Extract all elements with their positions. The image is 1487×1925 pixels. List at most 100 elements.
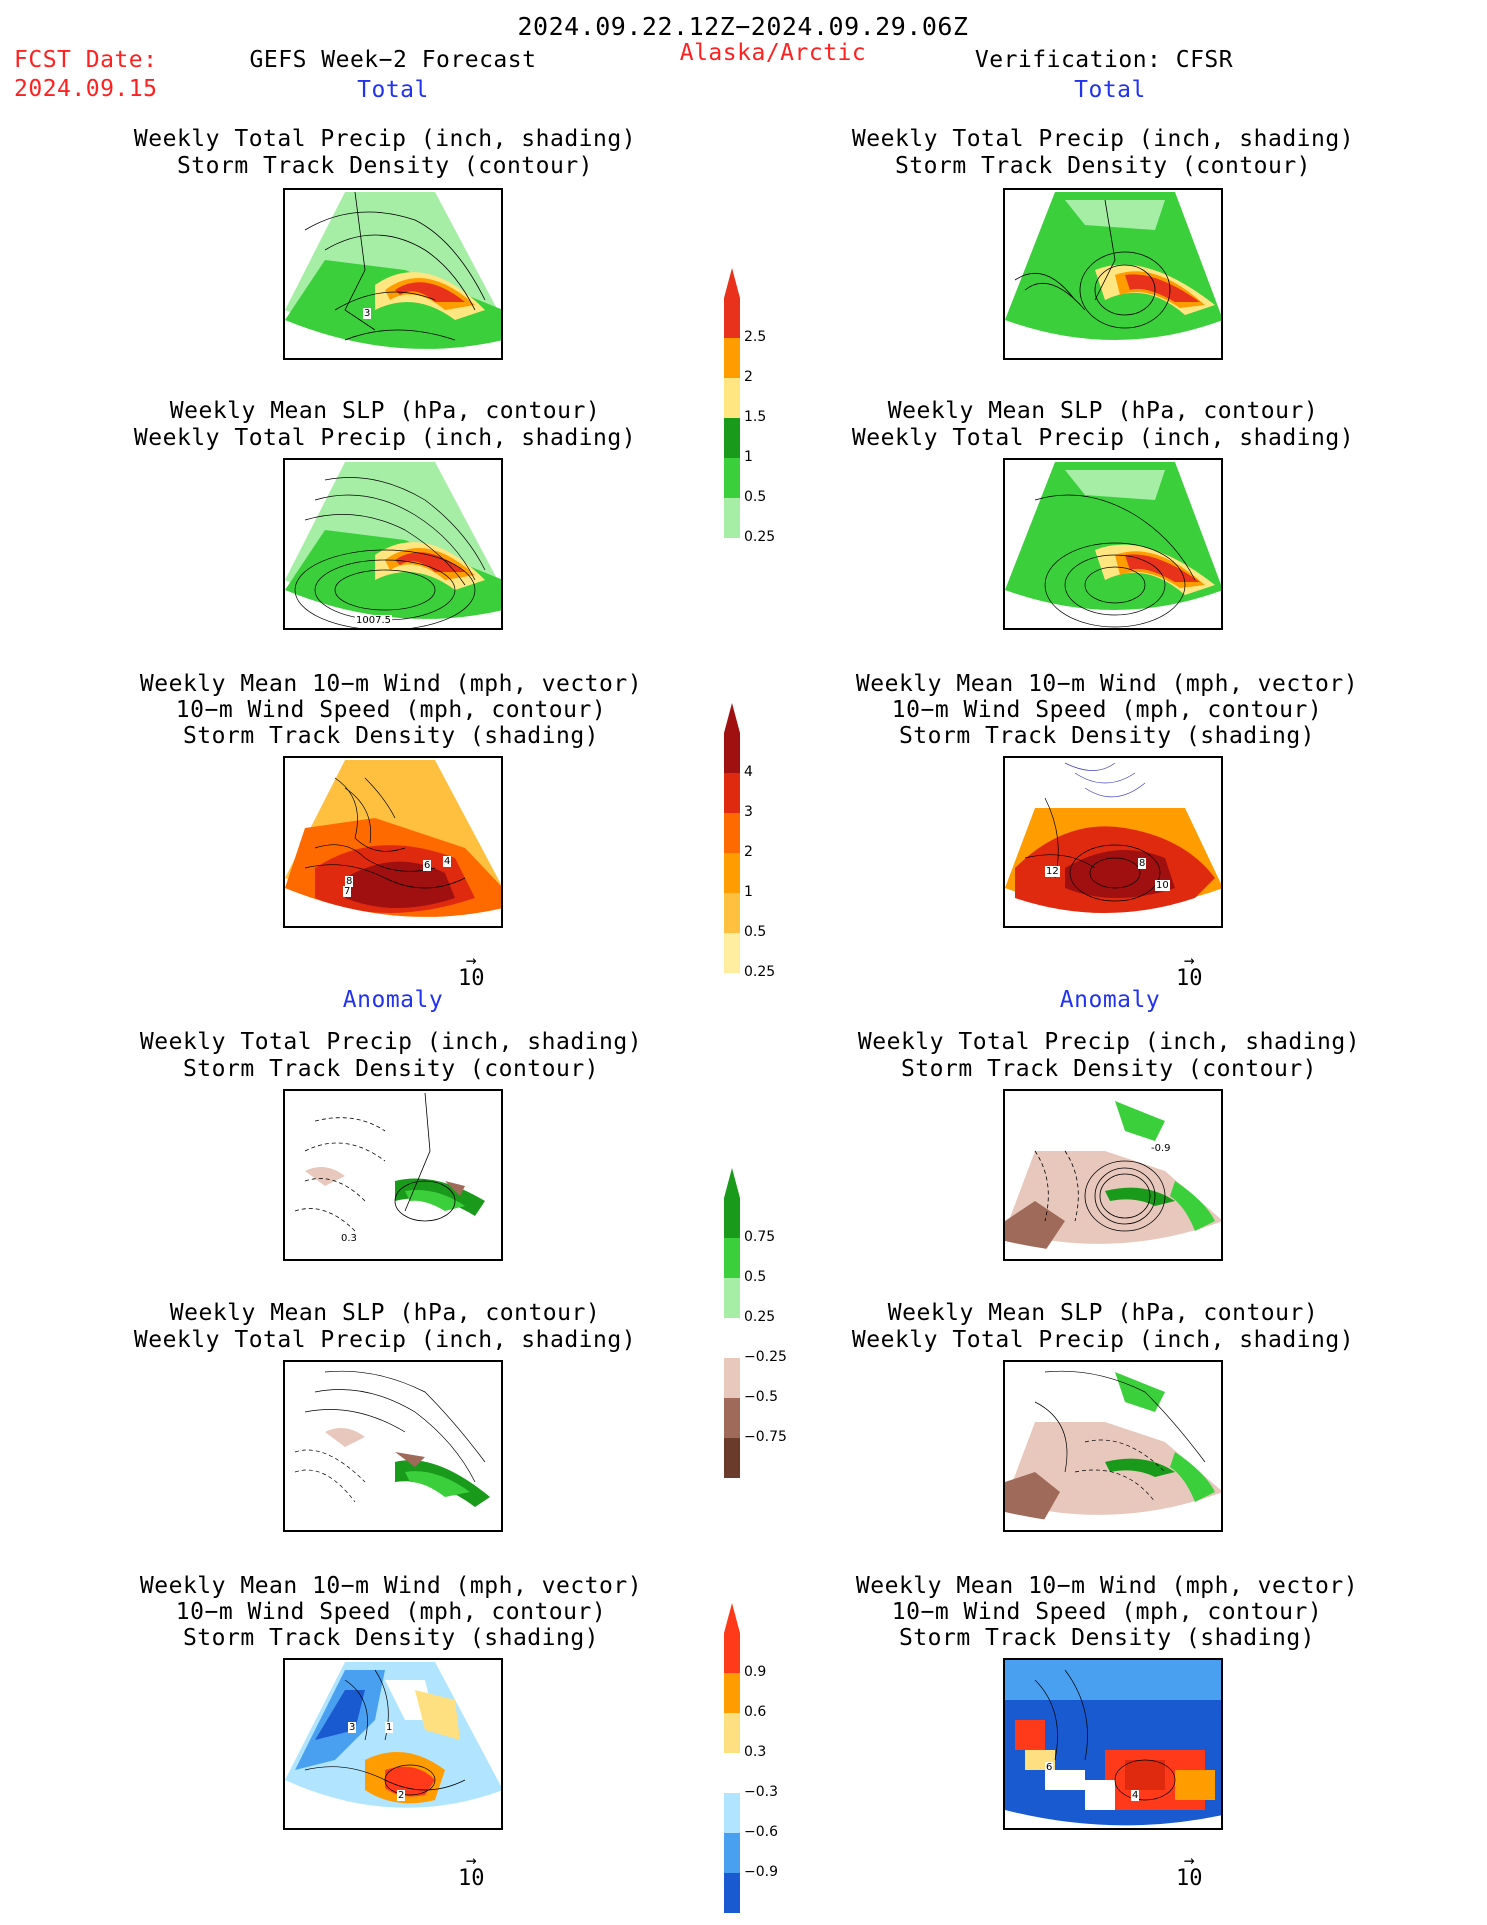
- colorbar-segment: [724, 1833, 740, 1873]
- colorbar-precip: 2.5 2 1.5 1 0.5 0.25: [722, 268, 842, 558]
- fcst-date-value: 2024.09.15: [14, 76, 158, 102]
- contour-label: 6: [423, 860, 432, 871]
- colorbar-tick-label: 2.5: [744, 329, 767, 345]
- section-anomaly-right: Anomaly: [1059, 987, 1161, 1013]
- contour-label: 6: [1045, 1762, 1054, 1773]
- map-slp-precip-gefs: 1007.5: [283, 458, 503, 630]
- contour-label: 0.3: [340, 1233, 358, 1244]
- title-precip-track-right-1: Weekly Total Precip (inch, shading) Storm…: [851, 126, 1355, 179]
- colorbar-tick-label: 1.5: [744, 409, 767, 425]
- forecast-period: 2024.09.22.12Z−2024.09.29.06Z: [517, 12, 969, 41]
- section-total-left: Total: [357, 77, 429, 103]
- contour-label: 7: [343, 886, 352, 897]
- map-wind-density-cfsr: 12 8 10: [1003, 756, 1223, 928]
- colorbar-tick-label: 0.5: [744, 1269, 767, 1285]
- map-density-anom-gefs: 3 2 1: [283, 1658, 503, 1830]
- colorbar-tick-label: 1: [744, 884, 753, 900]
- section-anomaly-left: Anomaly: [342, 987, 444, 1013]
- contour-label: 4: [1131, 1790, 1140, 1801]
- contour-label: -0.9: [1150, 1143, 1172, 1154]
- contour-label: 3: [363, 308, 372, 319]
- section-total-right: Total: [1074, 77, 1146, 103]
- forecast-title: GEFS Week−2 Forecast: [249, 47, 537, 73]
- colorbar-density-anom: 0.9 0.6 0.3 −0.3 −0.6 −0.9: [722, 1603, 842, 1913]
- vector-ref-left-2: → 10: [458, 1850, 485, 1891]
- colorbar-segment: [724, 458, 740, 498]
- vector-ref-right-1: → 10: [1176, 950, 1203, 991]
- colorbar-segment: [724, 1318, 740, 1358]
- vector-ref-left-1: → 10: [458, 950, 485, 991]
- contour-label: 4: [443, 856, 452, 867]
- colorbar-segment: [724, 1398, 740, 1438]
- colorbar-segment: [724, 338, 740, 378]
- colorbar-top-triangle: [724, 703, 740, 733]
- colorbar-tick-label: 4: [744, 764, 753, 780]
- colorbar-top-triangle: [724, 1168, 740, 1198]
- map-precip-anom-cfsr: -0.9: [1003, 1089, 1223, 1261]
- colorbar-tick-label: −0.9: [744, 1864, 778, 1880]
- colorbar-segment: [724, 853, 740, 893]
- colorbar-segment: [724, 378, 740, 418]
- map-precip-anom-gefs: 0.3: [283, 1089, 503, 1261]
- colorbar-segment: [724, 1793, 740, 1833]
- title-wind-right-1: Weekly Mean 10−m Wind (mph, vector) 10−m …: [855, 671, 1359, 749]
- contour-label: 1: [385, 1722, 394, 1733]
- region-title: Alaska/Arctic: [679, 40, 867, 66]
- title-wind-left-2: Weekly Mean 10−m Wind (mph, vector) 10−m …: [139, 1573, 643, 1651]
- title-precip-track-left-2: Weekly Total Precip (inch, shading) Storm…: [139, 1029, 643, 1082]
- colorbar-tick-label: −0.3: [744, 1784, 778, 1800]
- colorbar-segment: [724, 298, 740, 338]
- verification-title: Verification: CFSR: [974, 47, 1234, 73]
- map-precip-track-gefs: 3: [283, 188, 503, 360]
- colorbar-tick-label: 3: [744, 804, 753, 820]
- colorbar-tick-label: 0.25: [744, 1309, 776, 1325]
- colorbar-tick-label: 2: [744, 844, 753, 860]
- contour-label: 12: [1045, 866, 1060, 877]
- colorbar-tick-label: 0.6: [744, 1704, 767, 1720]
- title-slp-precip-right-2: Weekly Mean SLP (hPa, contour) Weekly Tot…: [851, 1300, 1355, 1353]
- colorbar-segment: [724, 1713, 740, 1753]
- title-slp-precip-left-2: Weekly Mean SLP (hPa, contour) Weekly Tot…: [133, 1300, 637, 1353]
- map-slp-precip-cfsr: [1003, 458, 1223, 630]
- colorbar-segment: [724, 773, 740, 813]
- contour-label: 2: [397, 1790, 406, 1801]
- contour-label: 8: [345, 876, 354, 887]
- colorbar-tick-label: −0.25: [744, 1349, 787, 1365]
- contour-label: 3: [348, 1722, 357, 1733]
- colorbar-precip-anom: 0.75 0.5 0.25 −0.25 −0.5 −0.75: [722, 1168, 842, 1478]
- title-slp-precip-left-1: Weekly Mean SLP (hPa, contour) Weekly Tot…: [133, 398, 637, 451]
- colorbar-tick-label: 0.75: [744, 1229, 776, 1245]
- title-precip-track-left-1: Weekly Total Precip (inch, shading) Storm…: [133, 126, 637, 179]
- map-slp-anom-cfsr: [1003, 1360, 1223, 1532]
- map-wind-density-gefs: 8 7 6 4: [283, 756, 503, 928]
- colorbar-segment: [724, 1873, 740, 1913]
- colorbar-segment: [724, 1278, 740, 1318]
- colorbar-segment: [724, 498, 740, 538]
- colorbar-tick-label: −0.5: [744, 1389, 778, 1405]
- colorbar-segment: [724, 1673, 740, 1713]
- colorbar-tick-label: 0.5: [744, 489, 767, 505]
- colorbar-segment: [724, 813, 740, 853]
- colorbar-tick-label: 0.25: [744, 529, 776, 545]
- contour-label: 8: [1138, 858, 1147, 869]
- title-precip-track-right-2: Weekly Total Precip (inch, shading) Storm…: [857, 1029, 1361, 1082]
- colorbar-density: 4 3 2 1 0.5 0.25: [722, 703, 842, 993]
- contour-label: 1007.5: [355, 615, 392, 626]
- title-wind-right-2: Weekly Mean 10−m Wind (mph, vector) 10−m …: [855, 1573, 1359, 1651]
- colorbar-tick-label: 0.9: [744, 1664, 767, 1680]
- colorbar-segment: [724, 733, 740, 773]
- colorbar-segment: [724, 933, 740, 973]
- colorbar-tick-label: 0.25: [744, 964, 776, 980]
- colorbar-tick-label: 0.5: [744, 924, 767, 940]
- colorbar-segment: [724, 1633, 740, 1673]
- fcst-date-label: FCST Date:: [14, 47, 158, 73]
- map-slp-anom-gefs: [283, 1360, 503, 1532]
- title-slp-precip-right-1: Weekly Mean SLP (hPa, contour) Weekly Tot…: [851, 398, 1355, 451]
- colorbar-top-triangle: [724, 268, 740, 298]
- contour-label: 10: [1155, 880, 1170, 891]
- colorbar-segment: [724, 1238, 740, 1278]
- colorbar-segment: [724, 1753, 740, 1793]
- colorbar-segment: [724, 1358, 740, 1398]
- colorbar-tick-label: −0.75: [744, 1429, 787, 1445]
- title-wind-left-1: Weekly Mean 10−m Wind (mph, vector) 10−m …: [139, 671, 643, 749]
